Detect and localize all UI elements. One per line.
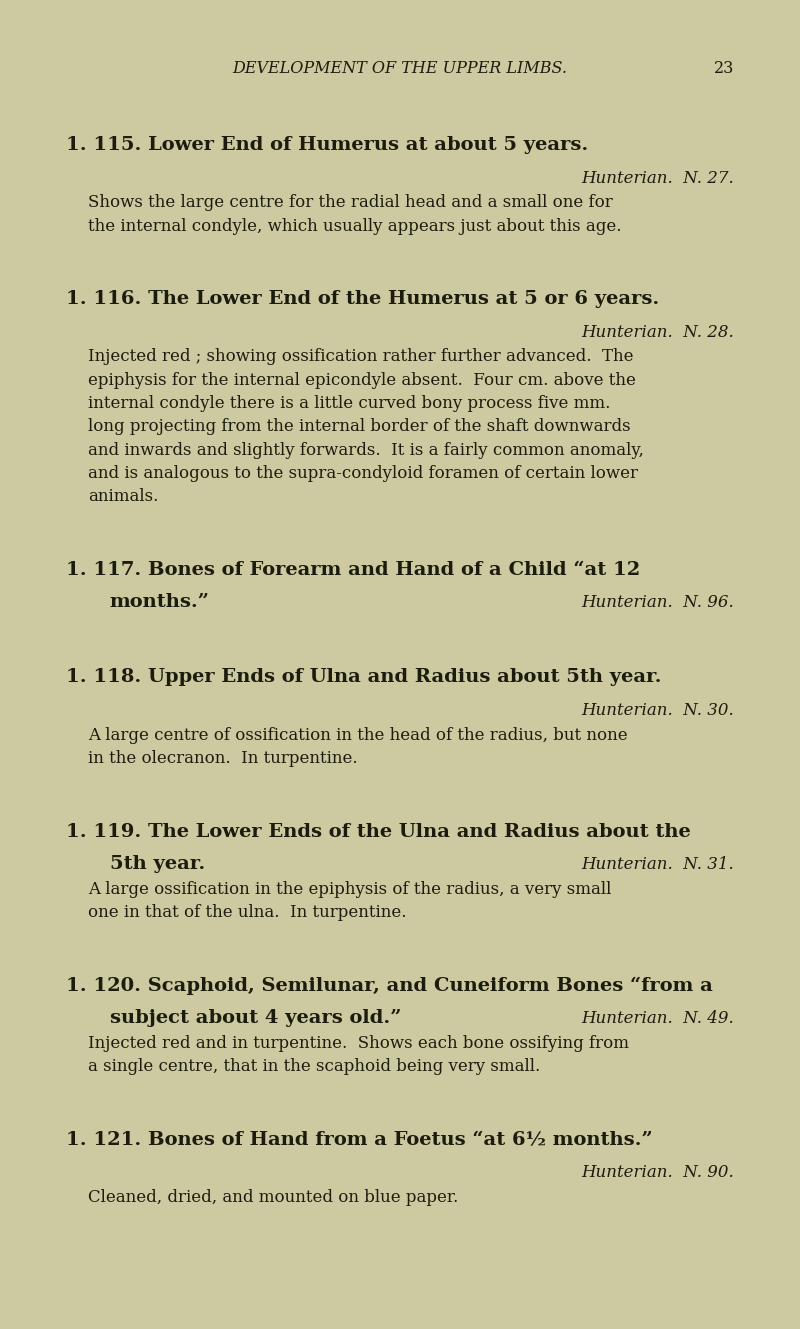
- Text: a single centre, that in the scaphoid being very small.: a single centre, that in the scaphoid be…: [88, 1058, 540, 1075]
- Text: 1. 116. The Lower End of the Humerus at 5 or 6 years.: 1. 116. The Lower End of the Humerus at …: [66, 290, 659, 308]
- Text: one in that of the ulna.  In turpentine.: one in that of the ulna. In turpentine.: [88, 904, 406, 921]
- Text: 1. 121. Bones of Hand from a Foetus “at 6½ months.”: 1. 121. Bones of Hand from a Foetus “at …: [66, 1131, 652, 1150]
- Text: Hunterian.  N. 30.: Hunterian. N. 30.: [582, 702, 734, 719]
- Text: 5th year.: 5th year.: [110, 855, 205, 873]
- Text: Hunterian.  N. 96.: Hunterian. N. 96.: [582, 594, 734, 611]
- Text: and inwards and slightly forwards.  It is a fairly common anomaly,: and inwards and slightly forwards. It is…: [88, 441, 644, 459]
- Text: 23: 23: [714, 60, 734, 77]
- Text: Cleaned, dried, and mounted on blue paper.: Cleaned, dried, and mounted on blue pape…: [88, 1189, 458, 1207]
- Text: DEVELOPMENT OF THE UPPER LIMBS.: DEVELOPMENT OF THE UPPER LIMBS.: [233, 60, 567, 77]
- Text: 1. 118. Upper Ends of Ulna and Radius about 5th year.: 1. 118. Upper Ends of Ulna and Radius ab…: [66, 668, 661, 687]
- Text: 1. 119. The Lower Ends of the Ulna and Radius about the: 1. 119. The Lower Ends of the Ulna and R…: [66, 823, 690, 841]
- Text: long projecting from the internal border of the shaft downwards: long projecting from the internal border…: [88, 419, 630, 436]
- Text: 1. 117. Bones of Forearm and Hand of a Child “at 12: 1. 117. Bones of Forearm and Hand of a C…: [66, 561, 640, 579]
- Text: A large centre of ossification in the head of the radius, but none: A large centre of ossification in the he…: [88, 727, 628, 744]
- Text: months.”: months.”: [110, 593, 210, 611]
- Text: Shows the large centre for the radial head and a small one for: Shows the large centre for the radial he…: [88, 194, 613, 211]
- Text: Hunterian.  N. 90.: Hunterian. N. 90.: [582, 1164, 734, 1181]
- Text: 1. 120. Scaphoid, Semilunar, and Cuneiform Bones “from a: 1. 120. Scaphoid, Semilunar, and Cuneifo…: [66, 977, 713, 995]
- Text: Hunterian.  N. 27.: Hunterian. N. 27.: [582, 170, 734, 187]
- Text: Hunterian.  N. 28.: Hunterian. N. 28.: [582, 324, 734, 342]
- Text: epiphysis for the internal epicondyle absent.  Four cm. above the: epiphysis for the internal epicondyle ab…: [88, 372, 636, 389]
- Text: animals.: animals.: [88, 488, 158, 505]
- Text: and is analogous to the supra-condyloid foramen of certain lower: and is analogous to the supra-condyloid …: [88, 465, 638, 482]
- Text: in the olecranon.  In turpentine.: in the olecranon. In turpentine.: [88, 750, 358, 767]
- Text: Hunterian.  N. 49.: Hunterian. N. 49.: [582, 1010, 734, 1027]
- Text: Hunterian.  N. 31.: Hunterian. N. 31.: [582, 856, 734, 873]
- Text: the internal condyle, which usually appears just about this age.: the internal condyle, which usually appe…: [88, 218, 622, 235]
- Text: subject about 4 years old.”: subject about 4 years old.”: [110, 1009, 401, 1027]
- Text: 1. 115. Lower End of Humerus at about 5 years.: 1. 115. Lower End of Humerus at about 5 …: [66, 136, 588, 154]
- Text: A large ossification in the epiphysis of the radius, a very small: A large ossification in the epiphysis of…: [88, 881, 611, 898]
- Text: internal condyle there is a little curved bony process five mm.: internal condyle there is a little curve…: [88, 395, 610, 412]
- Text: Injected red and in turpentine.  Shows each bone ossifying from: Injected red and in turpentine. Shows ea…: [88, 1035, 629, 1053]
- Text: Injected red ; showing ossification rather further advanced.  The: Injected red ; showing ossification rath…: [88, 348, 634, 365]
